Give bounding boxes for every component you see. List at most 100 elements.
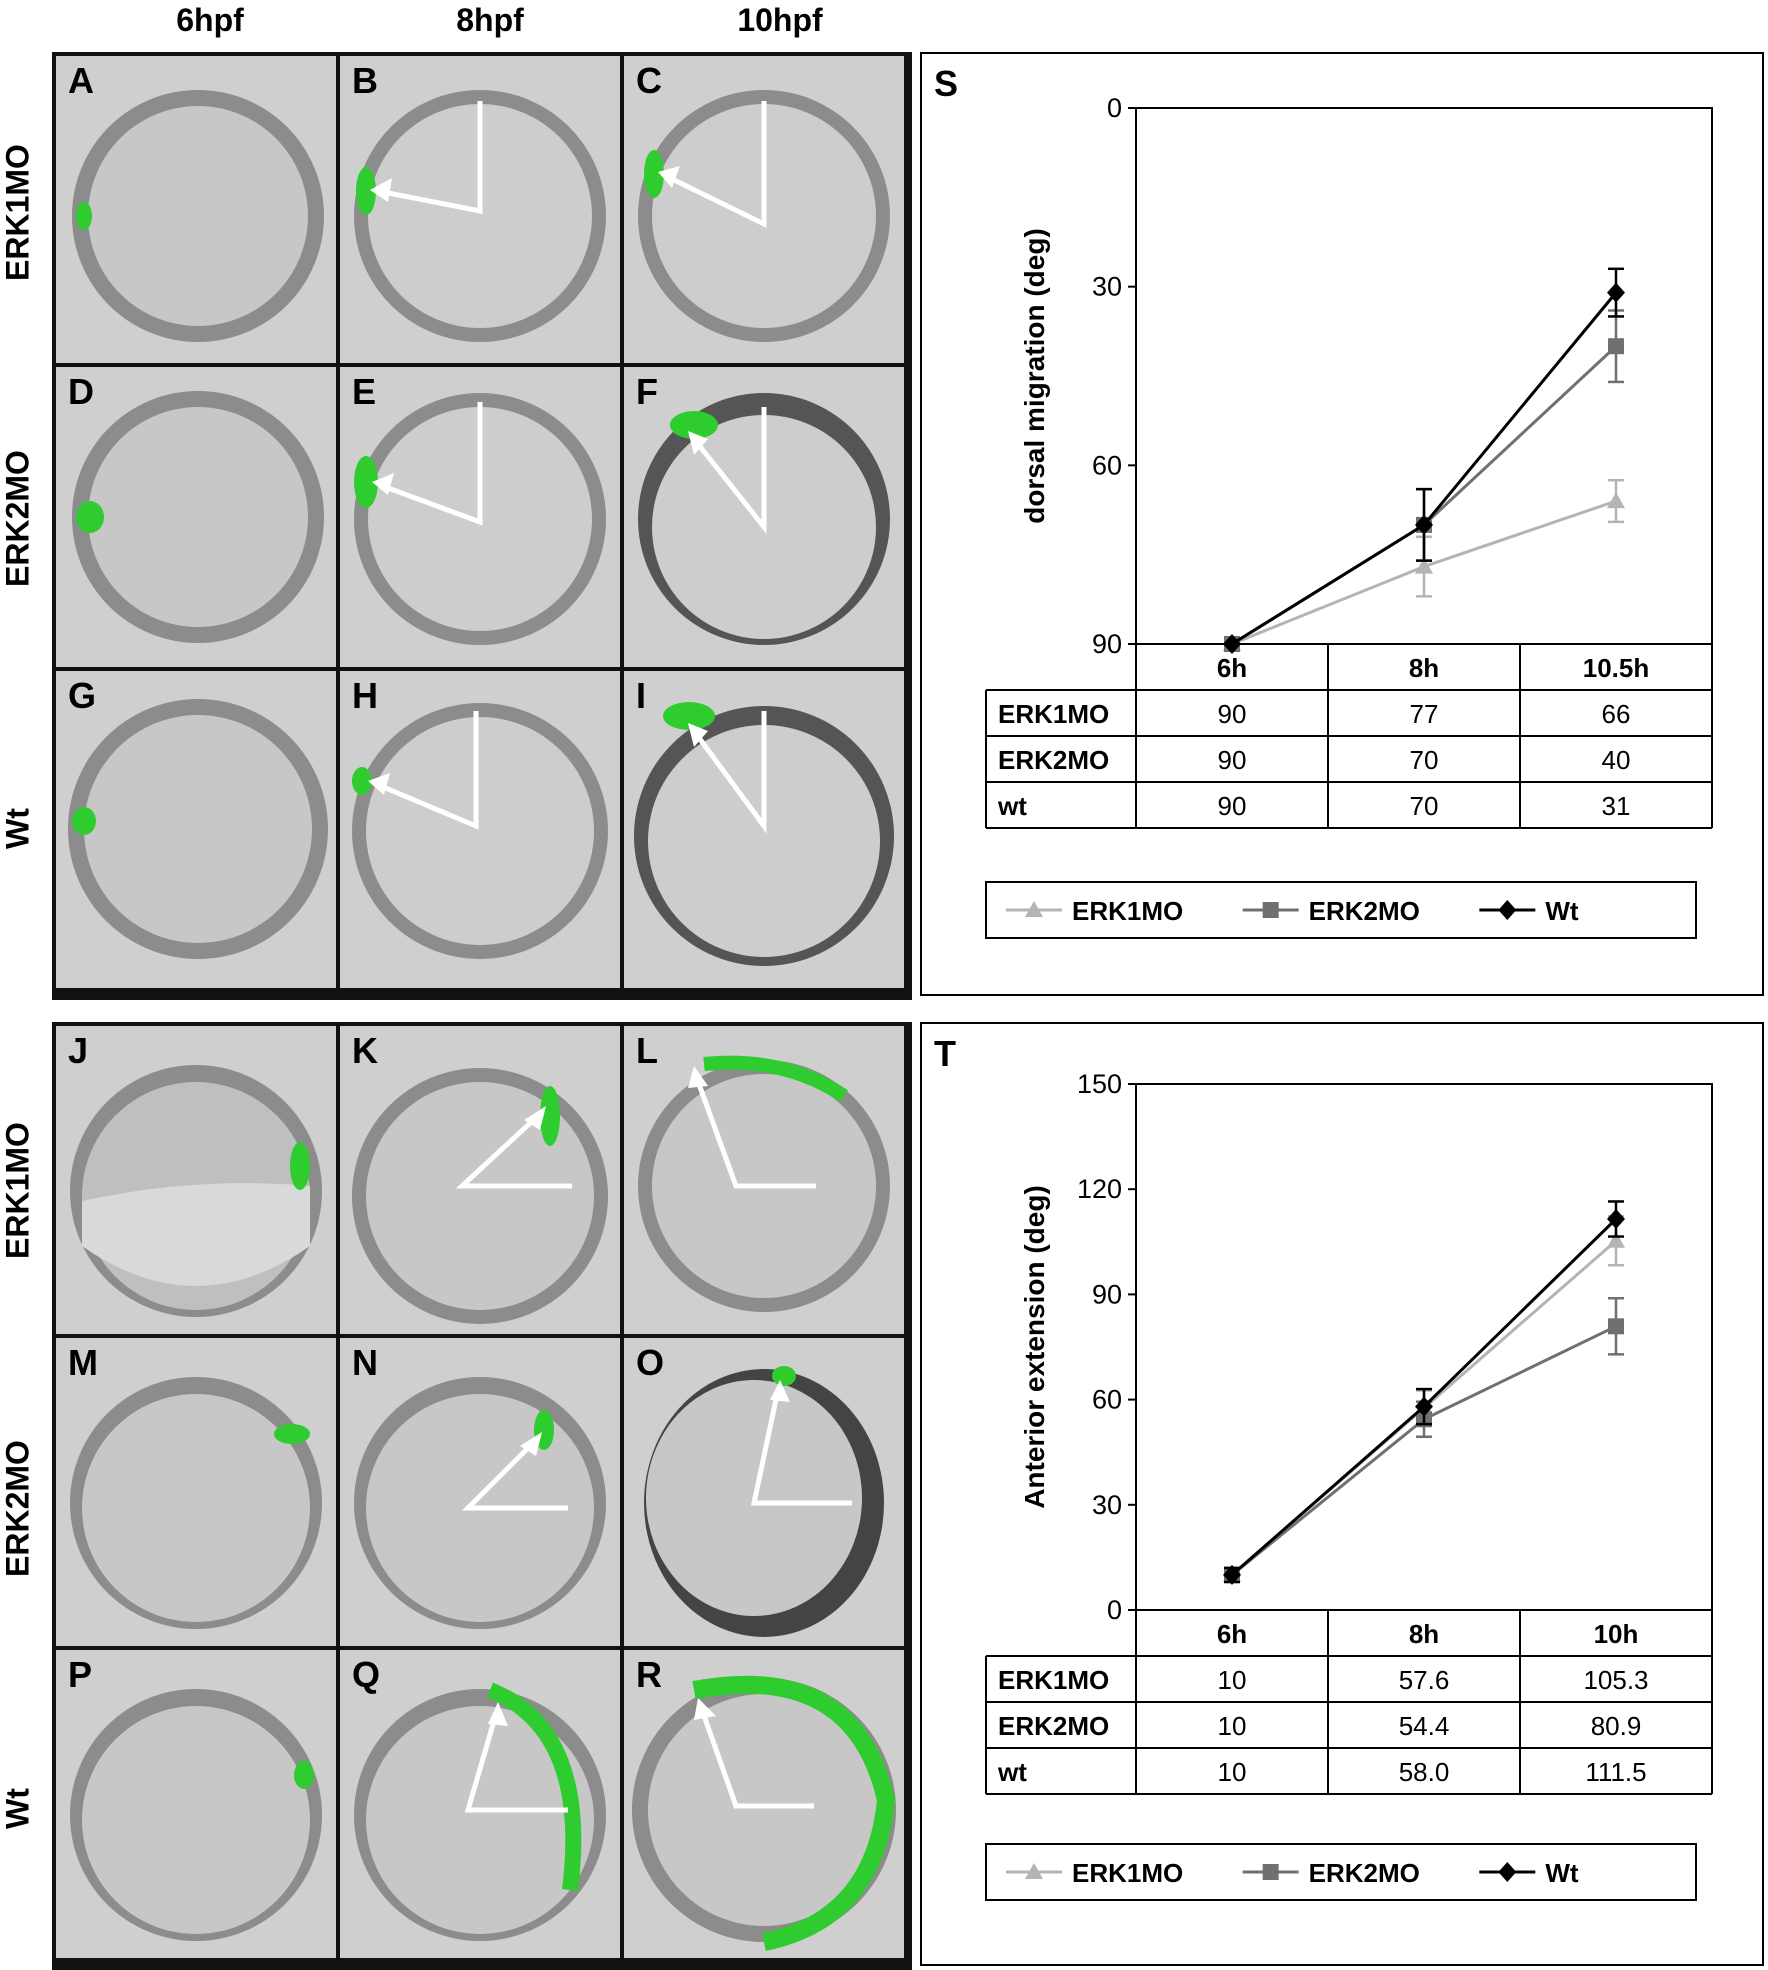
embryo-image-F	[638, 393, 890, 645]
panel-label: N	[352, 1342, 378, 1383]
legend-box	[985, 1843, 1697, 1901]
table-cell: 10	[1218, 1757, 1247, 1787]
panel-G: G	[56, 671, 336, 988]
chart-S: S 0 30 60 90 dorsal migration (deg) 6h 8h 10.5h E…	[934, 63, 1713, 939]
table-row-label: wt	[997, 791, 1027, 821]
panel-D: D	[56, 367, 336, 667]
panel-label: F	[636, 371, 658, 412]
panel-R: R	[624, 1650, 904, 1958]
panel-L: L	[624, 1026, 904, 1334]
y-axis-label: dorsal migration (deg)	[1019, 228, 1050, 524]
panel-label: J	[68, 1030, 89, 1071]
panel-label: L	[636, 1030, 658, 1071]
legend-label: ERK1MO	[1072, 1858, 1183, 1888]
y-tick-label: 30	[1092, 1490, 1122, 1520]
y-tick-label: 120	[1077, 1174, 1122, 1204]
embryo-image-L	[638, 1055, 890, 1312]
panel-O: O	[624, 1338, 904, 1646]
legend-label: ERK2MO	[1309, 1858, 1420, 1888]
chart-panel-letter: S	[934, 63, 958, 104]
legend-marker	[1262, 1864, 1279, 1880]
embryo-image-M	[70, 1377, 322, 1629]
row-label-erk1mo-bottom: ERK1MO	[0, 1122, 36, 1259]
data-point-erk1mo	[1607, 1231, 1625, 1248]
data-point-wt	[1607, 282, 1625, 303]
table-cell: 10	[1218, 1711, 1247, 1741]
row-label-erk2mo-bottom: ERK2MO	[0, 1440, 36, 1577]
legend-label: Wt	[1545, 896, 1579, 926]
table-row-label: wt	[997, 1757, 1027, 1787]
panel-M: M	[56, 1338, 336, 1646]
data-point-erk1mo	[1607, 492, 1625, 509]
table-row-label: ERK2MO	[998, 745, 1109, 775]
data-point-wt	[1223, 1564, 1241, 1585]
embryo-image-Q	[354, 1682, 606, 1941]
legend-marker	[1025, 1863, 1043, 1879]
panel-N: N	[340, 1338, 620, 1646]
chart-T: T 0 30 60 90 120 150 Anterior extension (deg) 6h…	[934, 1033, 1713, 1901]
panel-label: G	[68, 675, 97, 716]
panel-label: H	[352, 675, 378, 716]
series-line-erk2mo	[1231, 1324, 1617, 1577]
embryo-image-R	[632, 1675, 896, 1951]
column-label-10hpf: 10hpf	[737, 2, 823, 38]
panel-label: E	[352, 371, 377, 412]
data-point-wt	[1415, 514, 1433, 535]
legend-label: ERK1MO	[1072, 896, 1183, 926]
embryo-image-D	[72, 391, 324, 643]
chart-T-box: T 0 30 60 90 120 150 Anterior extension (deg) 6h…	[920, 1022, 1764, 1966]
table-row-label: ERK1MO	[998, 699, 1109, 729]
y-tick-label: 150	[1077, 1069, 1122, 1099]
y-tick-label: 90	[1092, 1279, 1122, 1309]
table-header-cell: 10h	[1594, 1619, 1639, 1649]
embryo-image-B	[354, 90, 606, 342]
panel-E: E	[340, 367, 620, 667]
embryo-image-E	[354, 393, 606, 645]
table-header-cell: 6h	[1217, 653, 1247, 683]
panel-I: I	[624, 671, 904, 988]
plot-area	[1135, 1083, 1713, 1611]
table-cell: 105.3	[1583, 1665, 1648, 1695]
table-header-cell: 6h	[1217, 1619, 1247, 1649]
row-label-erk2mo-top: ERK2MO	[0, 450, 36, 587]
data-point-wt	[1415, 1396, 1433, 1417]
table-header-cell: 10.5h	[1583, 653, 1650, 683]
panel-B: B	[340, 56, 620, 363]
embryo-image-I	[634, 702, 894, 966]
table-row-label: ERK2MO	[998, 1711, 1109, 1741]
embryo-image-O	[644, 1366, 884, 1637]
data-point-erk2mo	[1608, 1318, 1624, 1335]
table-cell: 90	[1218, 791, 1247, 821]
top-image-grid: A B C D E F G H I	[52, 52, 912, 1000]
legend-marker	[1498, 1862, 1517, 1882]
panel-F: F	[624, 367, 904, 667]
y-tick-label: 90	[1092, 629, 1122, 659]
table-cell: 77	[1410, 699, 1439, 729]
row-label-wt-bottom: Wt	[0, 1788, 36, 1829]
panel-label: R	[636, 1654, 662, 1695]
embryo-image-C	[638, 90, 890, 342]
y-tick-label: 30	[1092, 272, 1122, 302]
table-cell: 31	[1602, 791, 1631, 821]
chart-panel-letter: T	[934, 1033, 956, 1074]
panel-label: C	[636, 60, 662, 101]
data-point-erk2mo	[1608, 338, 1624, 355]
y-axis-label: Anterior extension (deg)	[1019, 1185, 1050, 1509]
table-row-label: ERK1MO	[998, 1665, 1109, 1695]
table-cell: 80.9	[1591, 1711, 1642, 1741]
panel-label: Q	[352, 1654, 381, 1695]
legend-marker	[1498, 900, 1517, 920]
panel-C: C	[624, 56, 904, 363]
row-label-wt-top: Wt	[0, 808, 36, 849]
panel-label: A	[68, 60, 94, 101]
table-cell: 58.0	[1399, 1757, 1450, 1787]
plot-area	[1135, 107, 1713, 645]
bottom-image-grid: J K L M N O P Q R	[52, 1022, 912, 1970]
table-cell: 40	[1602, 745, 1631, 775]
panel-Q: Q	[340, 1650, 620, 1958]
legend-box	[985, 881, 1697, 939]
embryo-image-A	[72, 90, 324, 342]
row-label-erk1mo-top: ERK1MO	[0, 144, 36, 281]
table-cell: 10	[1218, 1665, 1247, 1695]
legend-label: ERK2MO	[1309, 896, 1420, 926]
